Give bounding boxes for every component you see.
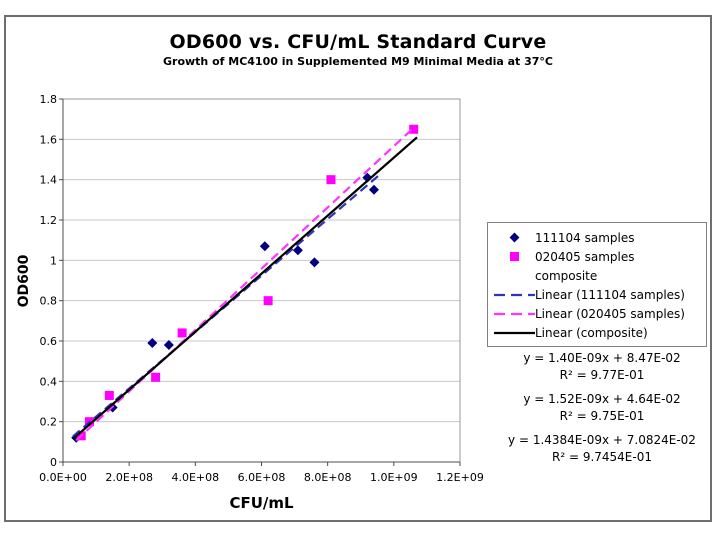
chart-title: OD600 vs. CFU/mL Standard Curve <box>169 31 547 53</box>
y-tick-label: 1.2 <box>40 214 58 227</box>
x-tick-label: 8.0E+08 <box>304 471 352 484</box>
data-point-diamond <box>292 245 303 256</box>
legend-item-label: 111104 samples <box>535 230 635 245</box>
legend: 111104 samples 020405 samples composite … <box>487 222 707 347</box>
x-tick-label: 1.0E+09 <box>370 471 418 484</box>
square-swatch <box>509 252 519 261</box>
x-axis-title: CFU/mL <box>229 494 294 512</box>
data-point-diamond <box>259 241 270 252</box>
legend-item-composite: composite <box>488 266 706 285</box>
equation-formula: y = 1.40E-09x + 8.47E-02 <box>523 351 681 365</box>
solid-line-icon <box>493 328 535 338</box>
equation-r-squared: R² = 9.75E-01 <box>559 409 645 423</box>
x-tick-label: 0.0E+00 <box>39 471 87 484</box>
y-tick-label: 0.2 <box>40 416 58 429</box>
y-tick-label: 0.4 <box>40 375 58 388</box>
equation-formula: y = 1.52E-09x + 4.64E-02 <box>523 392 681 406</box>
legend-item-label: Linear (020405 samples) <box>535 306 685 321</box>
legend-item-linear-111104: Linear (111104 samples) <box>488 285 706 304</box>
tick-labels: 0.0E+00 2.0E+08 4.0E+08 6.0E+08 8.0E+08 1.0E+… <box>39 93 484 484</box>
y-tick-label: 0.8 <box>40 295 58 308</box>
data-point-diamond <box>147 338 158 349</box>
data-point-square <box>409 124 419 134</box>
gridlines <box>63 98 460 423</box>
tick-marks <box>59 98 461 466</box>
data-point-diamond <box>362 172 373 183</box>
y-tick-label: 1 <box>50 254 57 267</box>
legend-item-label: composite <box>535 268 598 283</box>
y-tick-label: 0.6 <box>40 335 58 348</box>
equation-group: y = 1.52E-09x + 4.64E-02 R² = 9.75E-01 <box>492 391 712 425</box>
equation-group: y = 1.40E-09x + 8.47E-02 R² = 9.77E-01 <box>492 350 712 384</box>
data-point-square <box>104 390 114 400</box>
trendline <box>72 136 418 440</box>
trendline-equations: y = 1.40E-09x + 8.47E-02 R² = 9.77E-01 y… <box>492 350 712 473</box>
equation-r-squared: R² = 9.7454E-01 <box>551 450 652 464</box>
x-tick-label: 4.0E+08 <box>171 471 219 484</box>
y-tick-label: 0 <box>50 456 57 469</box>
trendline <box>75 125 417 442</box>
legend-item-label: Linear (111104 samples) <box>535 287 685 302</box>
equation-r-squared: R² = 9.77E-01 <box>559 368 645 382</box>
plot-border <box>62 98 461 463</box>
legend-item-label: 020405 samples <box>535 249 635 264</box>
diamond-marker-icon <box>493 232 535 243</box>
data-point-diamond <box>368 184 379 195</box>
data-point-diamond <box>163 340 174 351</box>
legend-item-linear-020405: Linear (020405 samples) <box>488 304 706 323</box>
data-point-diamond <box>309 257 320 268</box>
data-point-square <box>326 175 336 185</box>
data-point-square <box>263 296 273 306</box>
legend-item-020405-samples: 020405 samples <box>488 247 706 266</box>
diamond-swatch <box>509 232 519 243</box>
x-tick-label: 2.0E+08 <box>105 471 153 484</box>
legend-item-111104-samples: 111104 samples <box>488 228 706 247</box>
y-axis-title: OD600 <box>16 254 32 308</box>
y-tick-label: 1.6 <box>40 133 58 146</box>
axes <box>62 99 460 463</box>
square-marker-icon <box>493 252 535 261</box>
equation-formula: y = 1.4384E-09x + 7.0824E-02 <box>508 433 696 447</box>
data-point-square <box>177 328 187 338</box>
chart-subtitle: Growth of MC4100 in Supplemented M9 Mini… <box>163 55 553 68</box>
data-point-square <box>151 372 161 382</box>
x-tick-label: 6.0E+08 <box>238 471 286 484</box>
dashed-line-icon <box>493 309 535 319</box>
y-tick-label: 1.4 <box>40 174 58 187</box>
dashed-line-icon <box>493 290 535 300</box>
legend-item-linear-composite: Linear (composite) <box>488 323 706 342</box>
y-tick-label: 1.8 <box>40 93 58 106</box>
equation-group: y = 1.4384E-09x + 7.0824E-02 R² = 9.7454… <box>492 432 712 466</box>
legend-item-label: Linear (composite) <box>535 325 648 340</box>
x-tick-label: 1.2E+09 <box>436 471 484 484</box>
